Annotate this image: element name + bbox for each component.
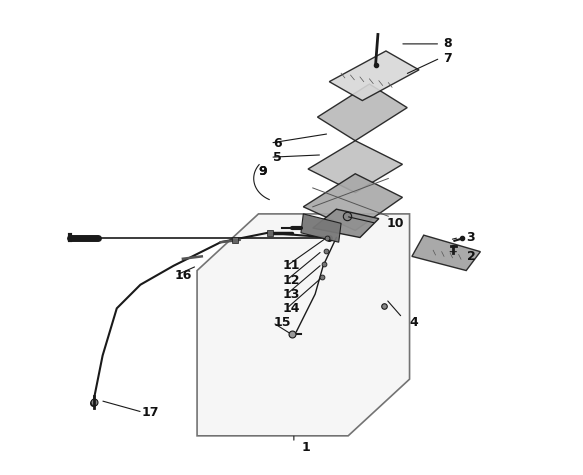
Text: 9: 9: [259, 165, 268, 178]
Text: 7: 7: [443, 52, 452, 65]
Text: 12: 12: [283, 274, 300, 286]
Text: 17: 17: [141, 406, 159, 419]
Text: 2: 2: [466, 250, 475, 263]
Text: 16: 16: [174, 269, 192, 282]
Polygon shape: [197, 214, 409, 436]
Polygon shape: [312, 209, 379, 238]
Polygon shape: [412, 235, 480, 271]
Polygon shape: [303, 174, 402, 230]
Polygon shape: [329, 51, 419, 101]
Text: 10: 10: [387, 217, 404, 230]
Polygon shape: [318, 84, 407, 141]
Text: 5: 5: [273, 151, 282, 164]
Polygon shape: [301, 214, 341, 242]
Text: 13: 13: [283, 288, 300, 301]
Text: 1: 1: [301, 441, 310, 454]
Text: 14: 14: [283, 302, 300, 315]
Polygon shape: [308, 141, 402, 193]
Text: 3: 3: [466, 231, 475, 244]
Text: 4: 4: [410, 316, 419, 329]
Text: 11: 11: [283, 259, 300, 272]
Text: 6: 6: [273, 136, 282, 150]
Text: 8: 8: [443, 38, 452, 50]
Text: 15: 15: [273, 316, 291, 329]
Text: 9: 9: [259, 165, 268, 178]
